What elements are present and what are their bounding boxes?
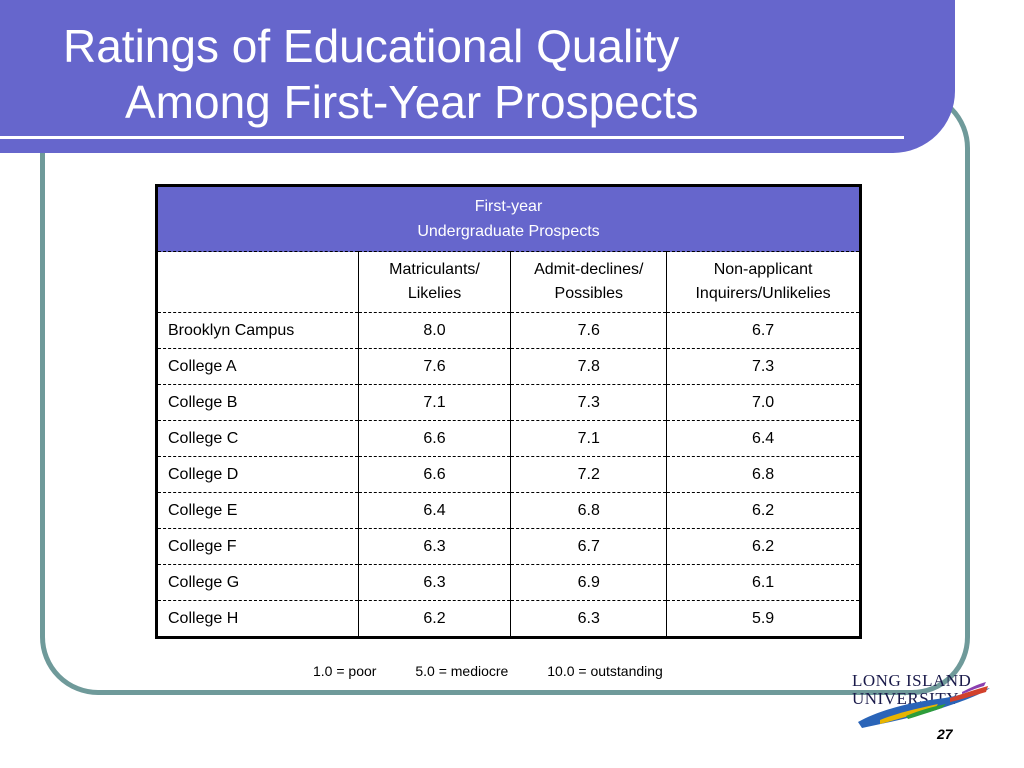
group-header-line-2: Undergraduate Prospects — [417, 223, 600, 240]
rating-cell: 6.3 — [510, 600, 668, 638]
rating-cell: 6.2 — [357, 600, 512, 638]
rating-cell: 6.4 — [666, 420, 861, 457]
page-number: 27 — [937, 726, 953, 742]
rating-cell: 7.3 — [510, 384, 668, 421]
rating-cell: 7.6 — [510, 312, 668, 349]
column-header-line-1: Admit-declines/ — [534, 261, 644, 278]
table-row: College A 7.6 7.8 7.3 — [156, 348, 861, 385]
slide-title: Ratings of Educational Quality Among Fir… — [63, 18, 699, 130]
logo-line-1: LONG ISLAND — [852, 671, 972, 690]
row-name: College C — [156, 420, 359, 457]
title-band: Ratings of Educational Quality Among Fir… — [0, 0, 955, 153]
rating-cell: 6.7 — [666, 312, 861, 349]
logo-wordmark: LONG ISLAND UNIVERSITY — [852, 672, 971, 708]
rating-cell: 6.4 — [357, 492, 512, 529]
row-name: Brooklyn Campus — [156, 312, 359, 349]
table-row: College F 6.3 6.7 6.2 — [156, 528, 861, 565]
table-row: Brooklyn Campus 8.0 7.6 6.7 — [156, 312, 861, 349]
table-row: College C 6.6 7.1 6.4 — [156, 420, 861, 457]
rating-cell: 6.6 — [357, 420, 512, 457]
title-line-1: Ratings of Educational Quality — [63, 20, 680, 72]
table-row: College G 6.3 6.9 6.1 — [156, 564, 861, 601]
rating-cell: 6.2 — [666, 492, 861, 529]
column-header-matriculants: Matriculants/ Likelies — [357, 251, 512, 313]
group-header-line-1: First-year — [474, 198, 543, 215]
row-name: College E — [156, 492, 359, 529]
rating-cell: 7.1 — [510, 420, 668, 457]
column-header-line-2: Likelies — [407, 285, 462, 302]
rating-cell: 6.8 — [510, 492, 668, 529]
rating-cell: 6.8 — [666, 456, 861, 493]
rating-cell: 6.3 — [357, 564, 512, 601]
row-name: College H — [156, 600, 359, 638]
column-header-line-2: Possibles — [554, 285, 624, 302]
table-row: College B 7.1 7.3 7.0 — [156, 384, 861, 421]
row-name: College G — [156, 564, 359, 601]
title-line-2: Among First-Year Prospects — [125, 76, 699, 128]
scale-poor: 1.0 = poor — [313, 663, 377, 679]
rating-cell: 6.7 — [510, 528, 668, 565]
group-header: First-year Undergraduate Prospects — [156, 185, 861, 252]
table-row: College D 6.6 7.2 6.8 — [156, 456, 861, 493]
ratings-table: First-year Undergraduate Prospects Matri… — [155, 184, 862, 639]
table-row: College E 6.4 6.8 6.2 — [156, 492, 861, 529]
row-name: College F — [156, 528, 359, 565]
rating-cell: 7.2 — [510, 456, 668, 493]
column-header-non-applicant: Non-applicant Inquirers/Unlikelies — [666, 251, 861, 313]
group-header-row: First-year Undergraduate Prospects — [156, 185, 861, 252]
column-header-line-1: Matriculants/ — [389, 261, 480, 278]
rating-cell: 6.2 — [666, 528, 861, 565]
column-header-line-1: Non-applicant — [713, 261, 813, 278]
long-island-map-icon — [858, 682, 990, 728]
rating-cell: 7.3 — [666, 348, 861, 385]
rating-cell: 7.1 — [357, 384, 512, 421]
rating-cell: 7.6 — [357, 348, 512, 385]
scale-outstanding: 10.0 = outstanding — [547, 663, 663, 679]
row-name: College D — [156, 456, 359, 493]
rating-cell: 7.8 — [510, 348, 668, 385]
column-header-admit-declines: Admit-declines/ Possibles — [510, 251, 668, 313]
university-logo: LONG ISLAND UNIVERSITY — [850, 672, 1000, 732]
title-underline — [0, 136, 904, 139]
empty-header-cell — [156, 251, 359, 313]
rating-cell: 8.0 — [357, 312, 512, 349]
rating-cell: 5.9 — [666, 600, 861, 638]
table-row: College H 6.2 6.3 5.9 — [156, 600, 861, 638]
column-header-row: Matriculants/ Likelies Admit-declines/ P… — [156, 251, 861, 313]
rating-cell: 6.3 — [357, 528, 512, 565]
rating-cell: 6.6 — [357, 456, 512, 493]
scale-legend: 1.0 = poor 5.0 = mediocre 10.0 = outstan… — [313, 663, 663, 679]
rating-cell: 6.9 — [510, 564, 668, 601]
row-name: College B — [156, 384, 359, 421]
scale-mediocre: 5.0 = mediocre — [415, 663, 509, 679]
rating-cell: 6.1 — [666, 564, 861, 601]
row-name: College A — [156, 348, 359, 385]
column-header-line-2: Inquirers/Unlikelies — [695, 285, 831, 302]
rating-cell: 7.0 — [666, 384, 861, 421]
